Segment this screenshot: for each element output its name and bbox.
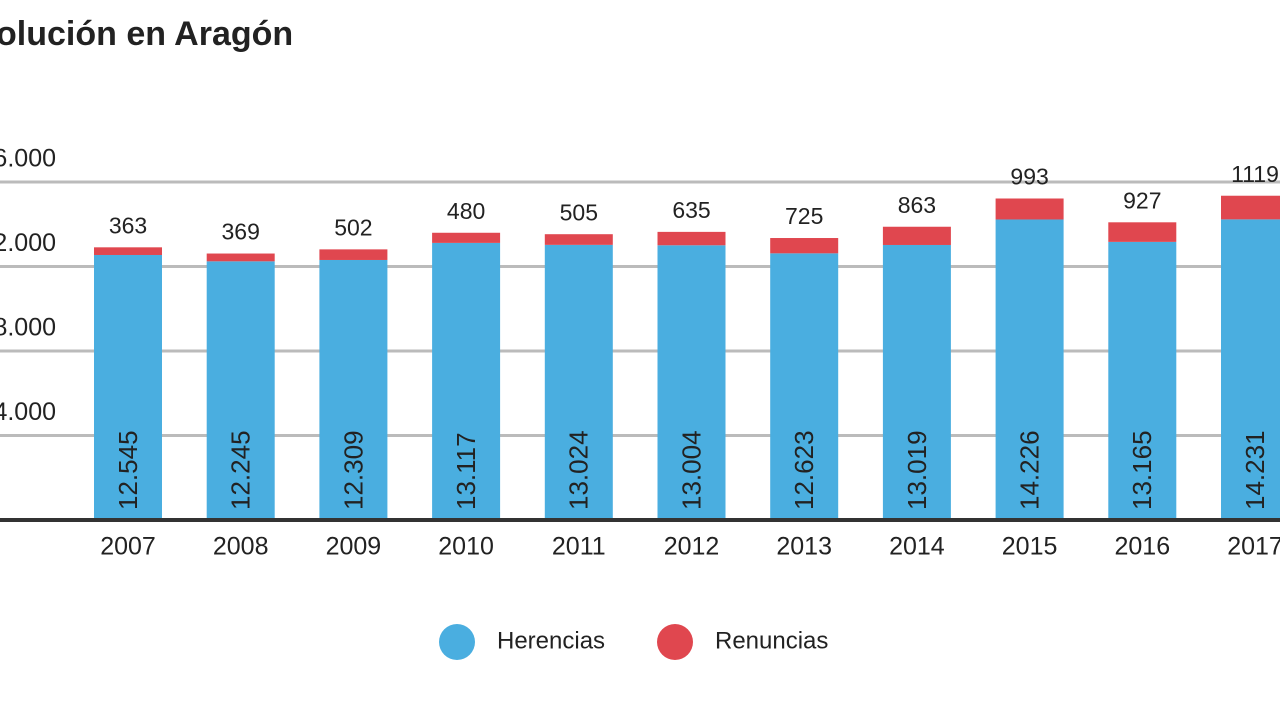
y-tick-label: 8.000 [0, 314, 56, 342]
bar-segment [1221, 195, 1280, 220]
value-label: 993 [1010, 164, 1048, 190]
x-tick-label: 2008 [213, 533, 269, 561]
value-label: 12.245 [226, 430, 256, 510]
bar-segment [657, 245, 726, 520]
chart-title: olución en Aragón [0, 15, 293, 53]
bar-segment [94, 254, 162, 520]
bar-segment [882, 226, 951, 245]
value-label: 1119 [1231, 161, 1279, 187]
value-label: 480 [447, 198, 485, 224]
value-label: 13.024 [564, 430, 594, 510]
legend-swatch [439, 624, 475, 660]
value-label: 12.623 [789, 430, 819, 510]
y-tick-label: 12.000 [0, 229, 56, 257]
value-label: 14.231 [1240, 430, 1270, 510]
x-tick-label: 2012 [664, 533, 720, 561]
bar-segment [432, 232, 501, 243]
bar-segment [1108, 241, 1177, 520]
value-label: 505 [560, 199, 598, 225]
bar-segment [319, 249, 388, 260]
y-tick-label: 16.000 [0, 145, 56, 173]
x-tick-label: 2007 [100, 533, 156, 561]
bar-segment [544, 234, 613, 245]
bar-segment [995, 198, 1064, 220]
value-label: 12.545 [113, 430, 143, 510]
bar-segment [432, 242, 501, 520]
value-label: 13.019 [902, 430, 932, 510]
bar-segment [319, 259, 388, 520]
x-tick-label: 2010 [438, 533, 494, 561]
x-tick-label: 2016 [1114, 533, 1170, 561]
legend-label: Renuncias [715, 627, 828, 654]
value-label: 13.117 [451, 432, 481, 510]
y-tick-label: 4.000 [0, 398, 56, 426]
bar-segment [657, 231, 726, 246]
bar-segment [94, 247, 162, 255]
value-label: 14.226 [1014, 430, 1044, 510]
bar-segment [544, 244, 613, 521]
value-label: 927 [1123, 187, 1161, 213]
bar-segment [206, 261, 275, 520]
x-tick-label: 2009 [326, 533, 382, 561]
bar-segment [1221, 219, 1280, 521]
x-tick-label: 2013 [776, 533, 832, 561]
legend-label: Herencias [497, 627, 605, 654]
value-label: 13.165 [1127, 430, 1157, 510]
x-tick-label: 2011 [552, 533, 606, 561]
value-label: 13.004 [676, 430, 706, 510]
value-label: 363 [109, 212, 147, 238]
bar-segment [206, 253, 275, 262]
value-label: 635 [672, 197, 710, 223]
bar-segment [770, 238, 839, 254]
value-label: 369 [222, 219, 260, 245]
bar-segment [882, 244, 951, 520]
x-tick-label: 2014 [889, 533, 945, 561]
bar-segment [1108, 222, 1177, 242]
value-label: 12.309 [338, 430, 368, 510]
bar-segment [995, 219, 1064, 520]
value-label: 725 [785, 203, 823, 229]
x-tick-label: 2015 [1002, 533, 1058, 561]
value-label: 502 [334, 214, 372, 240]
legend-swatch [657, 624, 693, 660]
bar-segment [770, 253, 839, 521]
x-tick-label: 2017 [1227, 533, 1280, 561]
value-label: 863 [898, 192, 936, 218]
